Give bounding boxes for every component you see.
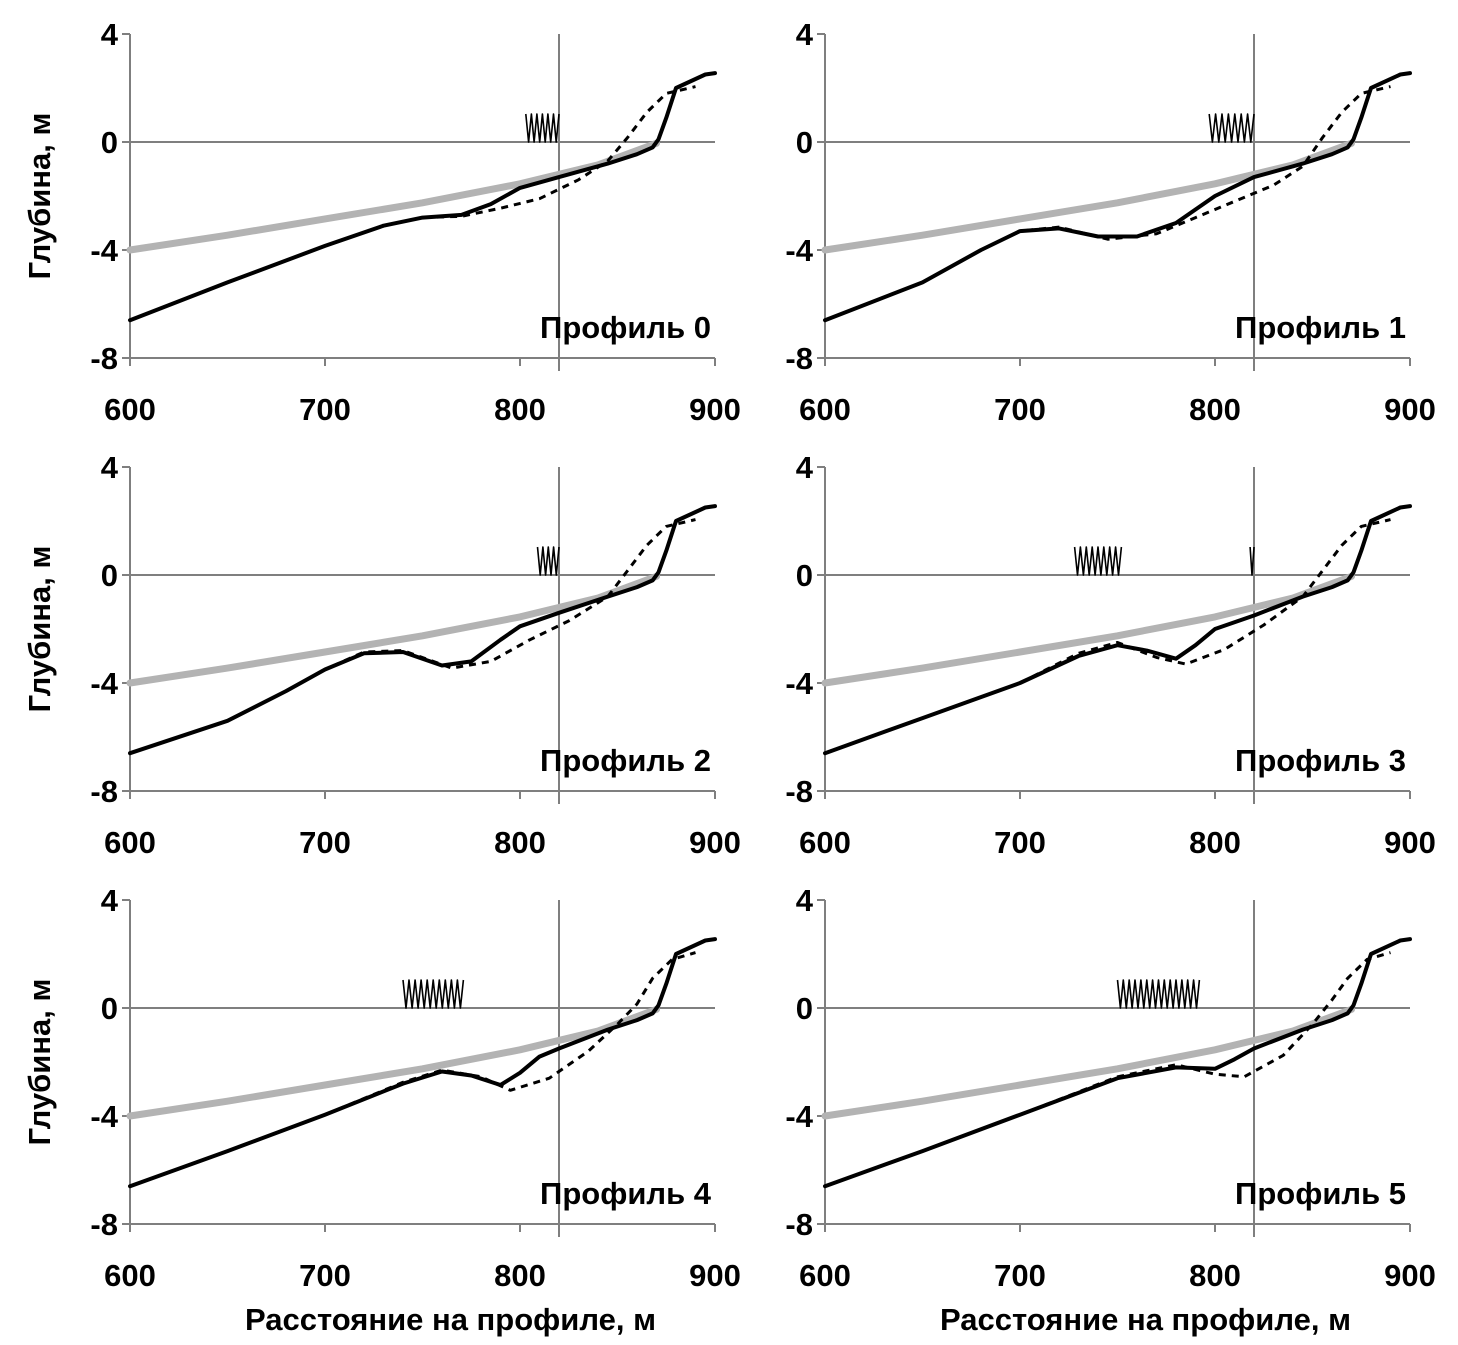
- panel-3: 4 0 -4 -8 600 700 800 900 Профиль 3: [785, 450, 1435, 860]
- x-tick-label: 800: [1189, 392, 1241, 427]
- breaker-zone: [402, 979, 465, 1009]
- y-tick-label: 0: [101, 125, 118, 160]
- series-line-solid: [823, 937, 1412, 1189]
- y-tick-label: 4: [101, 450, 119, 485]
- x-tick-label: 900: [1384, 825, 1436, 860]
- breaker-zone: [1116, 979, 1201, 1009]
- y-tick-label: 4: [796, 450, 814, 485]
- x-tick-label: 800: [1189, 825, 1241, 860]
- x-tick-label: 800: [494, 1258, 546, 1293]
- y-tick-label: -4: [90, 1099, 118, 1134]
- breaker-zone: [1249, 546, 1255, 576]
- x-tick-label: 900: [1384, 392, 1436, 427]
- y-tick-label: 0: [101, 991, 118, 1026]
- x-tick-label: 600: [799, 392, 851, 427]
- x-tick-label: 900: [689, 825, 741, 860]
- y-tick-label: 4: [796, 17, 814, 52]
- y-tick-label: 4: [101, 17, 119, 52]
- x-tick-label: 700: [299, 1258, 351, 1293]
- y-tick-label: -4: [90, 666, 118, 701]
- panel-4: 4 0 -4 -8 600 700 800 900 Профиль 4 Глубина, м Рас…: [22, 883, 741, 1337]
- y-axis-title: Глубина, м: [22, 113, 57, 280]
- y-axis-title: Глубина, м: [22, 979, 57, 1146]
- series-line-gray: [821, 1005, 1355, 1120]
- y-tick-label: -4: [785, 233, 813, 268]
- y-tick-label: -8: [785, 1207, 813, 1242]
- panel-label: Профиль 2: [540, 743, 711, 778]
- panel-2: 4 0 -4 -8 600 700 800 900 Профиль 2 Глубина, м: [22, 450, 741, 860]
- series-line-solid: [823, 504, 1412, 756]
- y-tick-label: 0: [101, 558, 118, 593]
- x-axis-title: Расстояние на профиле, м: [940, 1302, 1351, 1337]
- y-tick-label: 4: [101, 883, 119, 918]
- series-line-solid: [823, 71, 1412, 323]
- breaker-zone: [525, 113, 560, 143]
- x-tick-label: 900: [1384, 1258, 1436, 1293]
- panel-label: Профиль 0: [540, 310, 711, 345]
- y-tick-label: -4: [785, 1099, 813, 1134]
- panel-0: 4 0 -4 -8 600 700 800 900 Профиль 0 Глубина, м: [22, 17, 741, 427]
- x-axis-title: Расстояние на профиле, м: [245, 1302, 656, 1337]
- x-tick-label: 800: [494, 825, 546, 860]
- series-line-dashed: [824, 951, 1391, 1188]
- panel-1: 4 0 -4 -8 600 700 800 900 Профиль 1: [785, 17, 1435, 427]
- y-tick-label: -8: [785, 774, 813, 809]
- x-tick-label: 600: [104, 825, 156, 860]
- series-line-dashed: [129, 85, 696, 322]
- x-tick-label: 600: [799, 825, 851, 860]
- x-tick-label: 900: [689, 392, 741, 427]
- series-line-gray: [126, 1005, 660, 1120]
- x-tick-label: 600: [104, 392, 156, 427]
- y-tick-label: -8: [90, 1207, 118, 1242]
- x-tick-label: 700: [994, 825, 1046, 860]
- x-tick-label: 700: [299, 825, 351, 860]
- y-tick-label: 0: [796, 125, 813, 160]
- panel-label: Профиль 1: [1235, 310, 1406, 345]
- x-tick-label: 700: [994, 1258, 1046, 1293]
- x-tick-label: 800: [494, 392, 546, 427]
- panel-label: Профиль 3: [1235, 743, 1406, 778]
- panel-5: 4 0 -4 -8 600 700 800 900 Профиль 5 Расстояние на…: [785, 883, 1435, 1337]
- series-line-dashed: [824, 85, 1391, 322]
- panel-label: Профиль 4: [540, 1176, 712, 1211]
- x-tick-label: 700: [994, 392, 1046, 427]
- y-tick-label: -8: [90, 341, 118, 376]
- breaker-zone: [536, 546, 560, 576]
- x-tick-label: 600: [799, 1258, 851, 1293]
- y-tick-label: 0: [796, 558, 813, 593]
- y-tick-label: -4: [90, 233, 118, 268]
- y-tick-label: -8: [90, 774, 118, 809]
- series-line-dashed: [129, 518, 696, 755]
- y-tick-label: -4: [785, 666, 813, 701]
- y-tick-label: 4: [796, 883, 814, 918]
- series-line-dashed: [129, 951, 696, 1188]
- y-tick-label: 0: [796, 991, 813, 1026]
- breaker-zone: [1073, 546, 1123, 576]
- x-tick-label: 800: [1189, 1258, 1241, 1293]
- x-tick-label: 700: [299, 392, 351, 427]
- series-line-gray: [821, 572, 1355, 687]
- series-line-dashed: [824, 518, 1391, 755]
- y-axis-title: Глубина, м: [22, 546, 57, 713]
- x-tick-label: 900: [689, 1258, 741, 1293]
- breaker-zone: [1208, 113, 1255, 143]
- y-tick-label: -8: [785, 341, 813, 376]
- panel-label: Профиль 5: [1235, 1176, 1406, 1211]
- x-tick-label: 600: [104, 1258, 156, 1293]
